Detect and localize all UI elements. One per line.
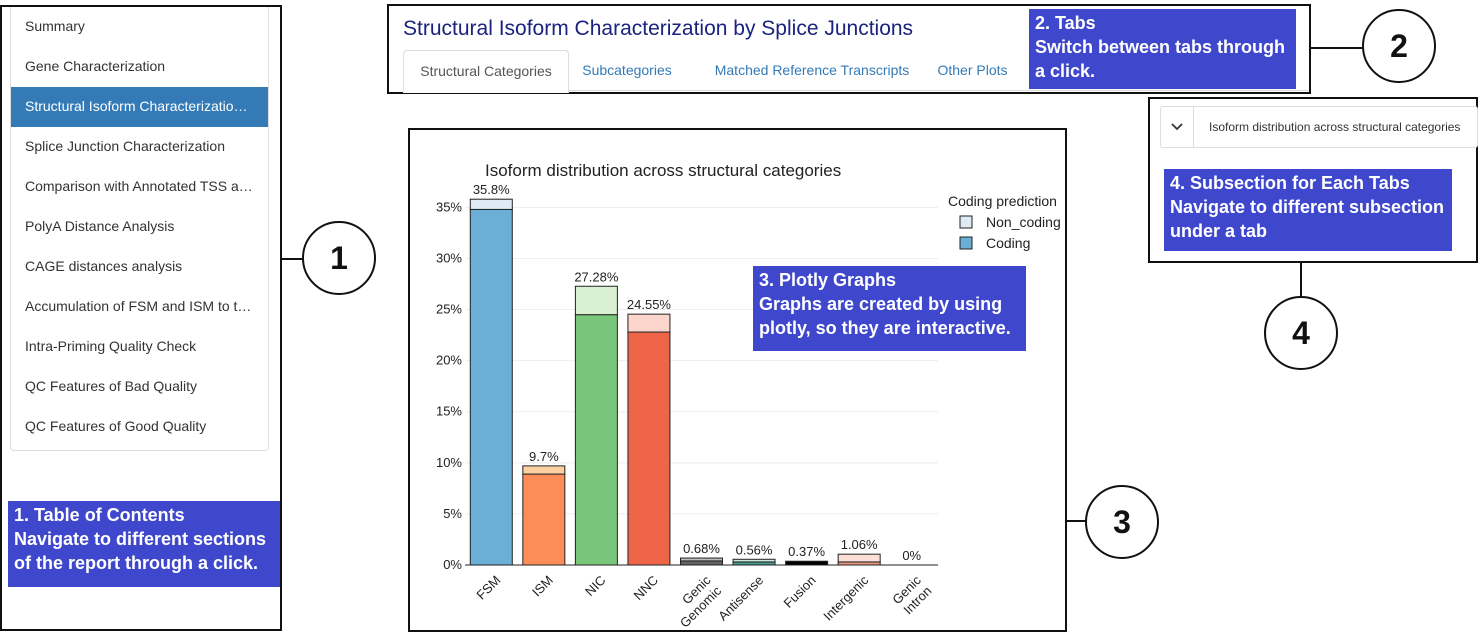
marker-1: 1 bbox=[302, 221, 376, 295]
bar-non-coding bbox=[680, 557, 723, 562]
tab-subcategories[interactable]: Subcategories bbox=[582, 62, 672, 78]
x-tick-label: Antisense bbox=[715, 573, 766, 624]
tab-structural-categories[interactable]: Structural Categories bbox=[403, 50, 569, 93]
bar-non-coding bbox=[522, 465, 566, 475]
x-tick-label: NNC bbox=[631, 573, 662, 604]
bar-coding bbox=[627, 331, 671, 566]
toc-item[interactable]: CAGE distances analysis bbox=[25, 258, 183, 274]
connector-2 bbox=[1311, 47, 1363, 49]
toc-item[interactable]: Intra-Priming Quality Check bbox=[25, 338, 197, 354]
bar-total-label: 0.56% bbox=[736, 542, 773, 557]
connector-1 bbox=[282, 258, 304, 260]
bar-total-label: 0.37% bbox=[788, 544, 825, 559]
bar-total-label: 27.28% bbox=[574, 269, 619, 284]
connector-4 bbox=[1300, 263, 1302, 297]
chart-title: Isoform distribution across structural c… bbox=[485, 161, 841, 180]
bar-non-coding bbox=[732, 558, 776, 563]
legend-swatch bbox=[959, 236, 973, 250]
callout-tabs: 2. Tabs Switch between tabs through a cl… bbox=[1029, 9, 1296, 89]
x-tick-label: ISM bbox=[529, 573, 556, 600]
toc-item[interactable]: PolyA Distance Analysis bbox=[25, 218, 175, 234]
subsection-label: Isoform distribution across structural c… bbox=[1209, 120, 1461, 134]
structural-category-chart[interactable]: Isoform distribution across structural c… bbox=[410, 130, 1065, 630]
toc-item[interactable]: QC Features of Good Quality bbox=[25, 418, 207, 434]
marker-4: 4 bbox=[1264, 296, 1338, 370]
accordion-divider bbox=[1193, 107, 1194, 147]
bar-non-coding bbox=[627, 313, 671, 333]
bar-total-label: 24.55% bbox=[627, 297, 672, 312]
bar-non-coding bbox=[469, 198, 513, 210]
y-tick-label: 25% bbox=[436, 302, 462, 317]
y-tick-label: 15% bbox=[436, 404, 462, 419]
bar-total-label: 9.7% bbox=[529, 449, 559, 464]
subsection-accordion[interactable]: Isoform distribution across structural c… bbox=[1160, 106, 1478, 148]
toc-item[interactable]: Splice Junction Characterization bbox=[25, 138, 225, 154]
toc-item[interactable]: QC Features of Bad Quality bbox=[25, 378, 197, 394]
x-tick-label: Fusion bbox=[781, 573, 819, 611]
legend-label: Coding bbox=[986, 235, 1030, 251]
chart-panel: Isoform distribution across structural c… bbox=[408, 128, 1067, 632]
bar-total-label: 35.8% bbox=[473, 182, 510, 197]
y-tick-label: 5% bbox=[443, 506, 462, 521]
bar-total-label: 1.06% bbox=[841, 537, 878, 552]
y-tick-label: 0% bbox=[443, 557, 462, 572]
callout-plotly: 3. Plotly Graphs Graphs are created by u… bbox=[753, 266, 1026, 351]
bar-total-label: 0.68% bbox=[683, 541, 720, 556]
bar-coding bbox=[574, 314, 618, 566]
marker-3: 3 bbox=[1085, 485, 1159, 559]
bar-coding bbox=[469, 208, 513, 566]
tab-other-plots[interactable]: Other Plots bbox=[937, 62, 1008, 78]
legend-swatch bbox=[959, 215, 973, 229]
tabs-panel: Structural Isoform Characterization by S… bbox=[387, 4, 1311, 94]
toc-item[interactable]: Structural Isoform Characterization … bbox=[11, 87, 268, 127]
y-tick-label: 30% bbox=[436, 250, 462, 265]
chevron-down-icon bbox=[1169, 118, 1185, 134]
bar-total-label: 0% bbox=[902, 548, 921, 563]
toc-item[interactable]: Accumulation of FSM and ISM to th… bbox=[25, 298, 260, 314]
y-tick-label: 20% bbox=[436, 353, 462, 368]
bar-coding bbox=[522, 473, 566, 566]
y-tick-label: 35% bbox=[436, 199, 462, 214]
bar-coding bbox=[785, 560, 829, 566]
bar-non-coding bbox=[837, 553, 881, 563]
marker-2: 2 bbox=[1362, 9, 1436, 83]
page-title: Structural Isoform Characterization by S… bbox=[403, 17, 914, 40]
legend-title: Coding prediction bbox=[948, 193, 1057, 209]
x-tick-label: NIC bbox=[582, 573, 608, 599]
legend-label: Non_coding bbox=[986, 214, 1061, 230]
y-tick-label: 10% bbox=[436, 455, 462, 470]
toc-panel: Summary Gene Characterization Structural I… bbox=[0, 5, 282, 631]
toc-item[interactable]: Comparison with Annotated TSS an… bbox=[25, 178, 261, 194]
subsection-panel: Isoform distribution across structural c… bbox=[1148, 97, 1478, 263]
toc-list: Summary Gene Characterization Structural I… bbox=[10, 7, 269, 451]
bar-non-coding bbox=[574, 285, 618, 316]
connector-3 bbox=[1067, 520, 1087, 522]
toc-item[interactable]: Summary bbox=[25, 18, 85, 34]
toc-item[interactable]: Gene Characterization bbox=[25, 58, 166, 74]
callout-subsection: 4. Subsection for Each Tabs Navigate to … bbox=[1164, 169, 1452, 251]
tab-bar: Structural Categories Subcategories Matche… bbox=[403, 50, 1309, 93]
tab-matched-reference-transcripts[interactable]: Matched Reference Transcripts bbox=[714, 62, 910, 78]
x-tick-label: Intergenic bbox=[820, 572, 871, 623]
callout-toc: 1. Table of Contents Navigate to differe… bbox=[8, 501, 280, 587]
x-tick-label: GenicIntron bbox=[889, 572, 935, 618]
x-tick-label: GenicGenomic bbox=[666, 572, 724, 630]
x-tick-label: FSM bbox=[473, 573, 503, 603]
bar-coding bbox=[680, 560, 723, 566]
